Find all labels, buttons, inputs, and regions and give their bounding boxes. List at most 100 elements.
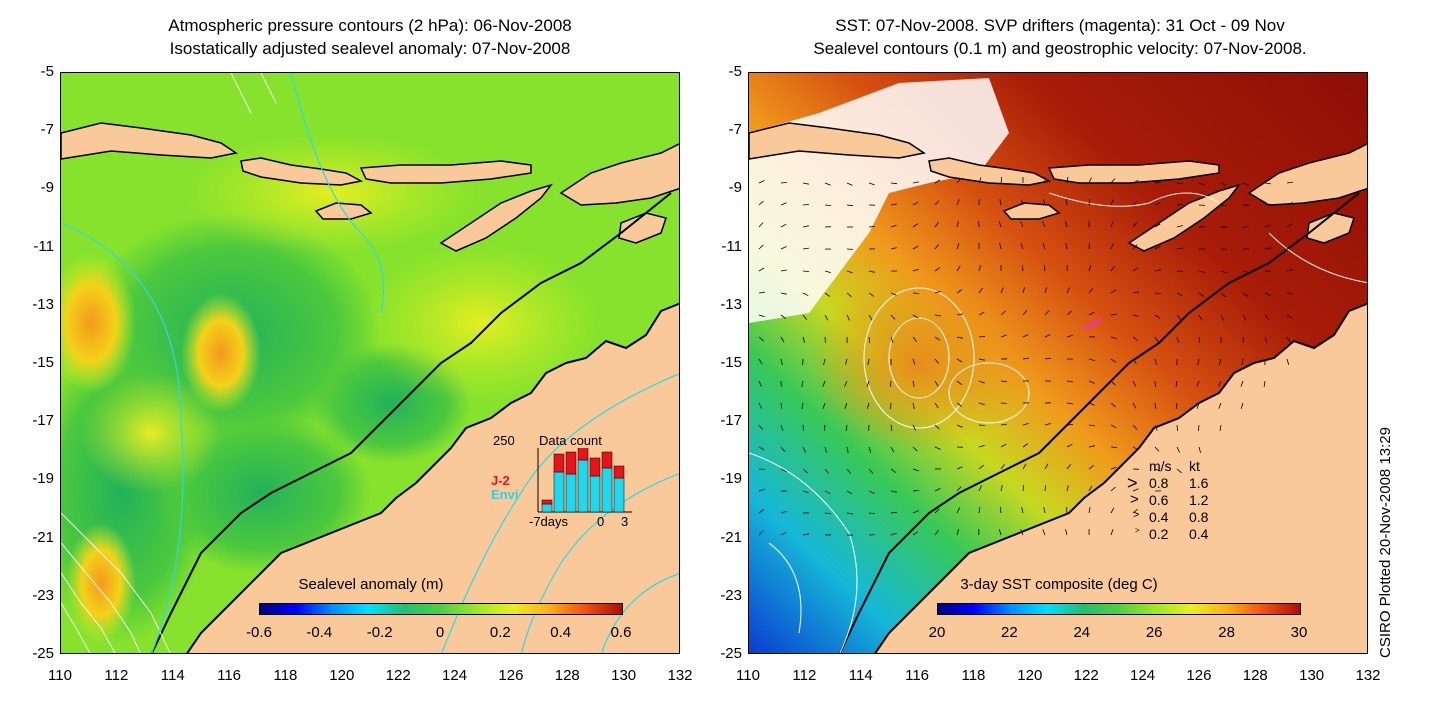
right-colorbar-ticks: 20 22 24 26 28 30 [929, 624, 1308, 645]
right-y-tick: -21 [720, 528, 742, 546]
inset-xlabel-mid: 0 [597, 514, 605, 529]
legend-ms-0: 0.8 [1149, 475, 1169, 491]
colorbar-tick: 0.6 [610, 624, 632, 641]
right-x-tick: 130 [1299, 667, 1325, 684]
credit-text: CSIRO Plotted 20-Nov-2008 13:29 [1377, 427, 1394, 658]
island-timor [439, 183, 554, 252]
colorbar-tick: 0.4 [550, 624, 572, 641]
right-x-tick: 120 [1017, 667, 1043, 684]
left-y-tick: -15 [32, 354, 54, 371]
left-y-tick: -7 [40, 121, 54, 139]
inset-series-envi: Envi [491, 487, 519, 502]
velocity-legend: m/s kt > 0.8 1.6 > 0.6 1.2 > 0.4 0.8 > 0… [1127, 458, 1247, 548]
left-x-tick: 126 [498, 667, 524, 684]
sst-map-svg [749, 73, 1367, 653]
right-x-tick: 128 [1242, 667, 1268, 684]
inset-bar-j2 [577, 448, 589, 461]
legend-kt-2: 0.8 [1189, 509, 1209, 525]
legend-kt-3: 0.4 [1189, 526, 1209, 542]
legend-arrow-1: > [1130, 491, 1139, 508]
left-y-tick: -17 [32, 412, 54, 430]
island-sumbawa-flores [359, 160, 532, 184]
right-x-tick: 132 [1355, 667, 1381, 684]
left-y-tick: -25 [32, 645, 54, 662]
legend-ms-1: 0.6 [1149, 492, 1169, 508]
inset-xlabel-right: 3 [621, 514, 629, 529]
left-x-tick: 130 [611, 667, 637, 684]
inset-bar-envi [601, 467, 613, 513]
right-x-tick: 112 [792, 667, 817, 684]
inset-bar-envi [565, 473, 577, 513]
colorbar-tick: 0.2 [489, 624, 511, 641]
inset-title: Data count [539, 433, 602, 448]
left-title-line2: Isostatically adjusted sealevel anomaly:… [169, 39, 571, 58]
inset-bar-envi [589, 475, 601, 513]
left-x-tick: 112 [104, 667, 129, 684]
right-x-tick: 114 [848, 667, 873, 684]
legend-arrow-3: > [1135, 526, 1140, 535]
inset-bar-j2 [589, 457, 601, 477]
legend-ms-3: 0.2 [1149, 526, 1169, 542]
legend-kt-0: 1.6 [1189, 475, 1209, 491]
left-colorbar [259, 603, 623, 615]
right-y-tick: -17 [720, 412, 742, 430]
left-title-line1: Atmospheric pressure contours (2 hPa): 0… [168, 16, 572, 35]
right-x-tick: 118 [961, 667, 986, 684]
inset-bars [537, 448, 632, 513]
right-colorbar-label: 3-day SST composite (deg C) [960, 576, 1158, 593]
left-x-tick: 110 [48, 667, 72, 684]
right-title-line2: Sealevel contours (0.1 m) and geostrophi… [813, 39, 1307, 58]
java-island [61, 122, 238, 160]
colorbar-tick: 0 [435, 624, 445, 641]
right-y-tick: -25 [720, 645, 742, 662]
geostrophic-velocity-arrows [758, 176, 1293, 536]
colorbar-tick: 28 [1218, 624, 1235, 641]
left-colorbar-label: Sealevel anomaly (m) [298, 576, 444, 593]
inset-series-j2: J-2 [491, 473, 510, 488]
right-y-tick: -5 [728, 63, 742, 80]
legend-arrow-0: > [1127, 473, 1138, 493]
right-y-tick: -13 [720, 295, 742, 313]
right-y-tick: -9 [728, 179, 742, 197]
data-count-inset: 250 Data count J-2 Envi -7days 0 3 [481, 428, 641, 538]
inset-bar-j2 [565, 451, 577, 475]
right-y-tick: -15 [720, 354, 742, 371]
inset-bar-envi [577, 459, 589, 513]
inset-bar-j2 [553, 453, 565, 473]
right-x-tick: 116 [905, 667, 930, 684]
colorbar-tick: 30 [1290, 624, 1308, 641]
right-x-tick: 126 [1186, 667, 1212, 684]
left-y-tick: -21 [32, 528, 54, 546]
left-y-tick: -13 [32, 295, 54, 313]
colorbar-tick: -0.2 [366, 624, 393, 641]
inset-bar-j2 [613, 465, 625, 479]
left-x-tick: 116 [217, 667, 242, 684]
colorbar-tick: 22 [1001, 624, 1018, 641]
inset-bar-envi [613, 477, 625, 513]
left-y-tick: -19 [32, 470, 54, 488]
right-x-tick: 122 [1073, 667, 1099, 684]
inset-bar-j2 [601, 451, 613, 469]
right-colorbar [937, 603, 1301, 615]
legend-ms-2: 0.4 [1149, 509, 1169, 525]
right-map-sst: m/s kt > 0.8 1.6 > 0.6 1.2 > 0.4 0.8 > 0… [748, 72, 1368, 654]
legend-kt-1: 1.2 [1189, 492, 1209, 508]
right-y-tick: -19 [720, 470, 742, 488]
colorbar-tick: -0.4 [306, 624, 333, 641]
right-y-tick: -7 [728, 121, 742, 139]
sealevel-anomaly-map-svg [61, 73, 679, 653]
inset-xlabel-left: -7days [529, 514, 569, 529]
right-x-tick: 124 [1130, 667, 1156, 684]
right-y-tick: -11 [721, 237, 742, 255]
left-x-tick: 118 [273, 667, 298, 684]
legend-arrow-2: > [1133, 509, 1140, 521]
inset-bar-j2 [541, 499, 553, 505]
right-y-tick: -23 [720, 586, 742, 604]
colorbar-tick: 24 [1073, 624, 1091, 641]
colorbar-tick: -0.6 [246, 624, 272, 641]
left-x-tick: 122 [385, 667, 411, 684]
left-x-tick: 132 [667, 667, 693, 684]
legend-header-ms: m/s [1149, 458, 1172, 474]
left-x-tick: 120 [329, 667, 355, 684]
inset-bar-envi [541, 503, 553, 513]
